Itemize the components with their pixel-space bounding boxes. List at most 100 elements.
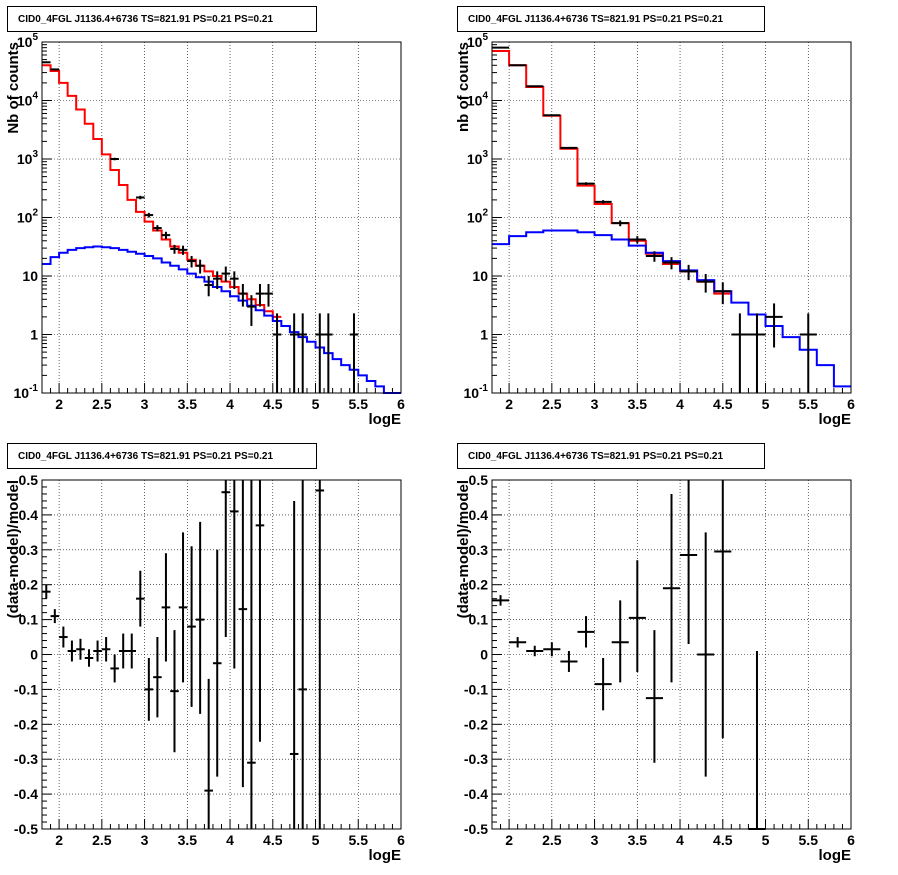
- x-tick-label: 2: [505, 832, 513, 848]
- x-tick-label: 5: [312, 832, 320, 848]
- data-point: [42, 584, 51, 599]
- x-tick-label: 2.5: [92, 396, 112, 412]
- data-point: [161, 231, 171, 239]
- y-tick-label: -0.4: [464, 786, 488, 802]
- data-point: [543, 114, 561, 117]
- chart-panel-3: 2 2.5 3 3.5 4 4.5 5 5.5 6 -0.5 -0.4 -0.3 -0.2 -0.1 0 0.…: [455, 472, 855, 864]
- data-point: [238, 480, 248, 788]
- chart-panel-2: 2 2.5 3 3.5 4 4.5 5 5.5 6 -0.5 -0.4 -0.3 -0.2 -0.1 0 0.…: [5, 472, 405, 864]
- data-point: [272, 313, 282, 393]
- y-tick-label: -0.1: [464, 681, 488, 697]
- x-tick-label: 3.5: [628, 832, 648, 848]
- data-point: [543, 642, 561, 657]
- x-axis-label: logE: [369, 411, 402, 428]
- data-point: [136, 195, 145, 200]
- data-point: [204, 276, 213, 297]
- data-point: [731, 313, 749, 393]
- plot-frame: [491, 41, 852, 394]
- data-point: [509, 637, 527, 648]
- data-point: [187, 546, 196, 707]
- data-point: [110, 654, 119, 683]
- data-point: [84, 649, 94, 667]
- data-point: [127, 633, 137, 669]
- y-tick-label: 104: [467, 91, 489, 109]
- x-axis-label: logE: [369, 847, 402, 864]
- data-point: [289, 313, 299, 393]
- y-axis-label: Nb of counts: [5, 42, 22, 134]
- x-tick-label: 3.5: [178, 832, 198, 848]
- data-point: [560, 651, 578, 672]
- x-tick-label: 2: [55, 832, 63, 848]
- y-tick-label: 0.1: [469, 612, 489, 628]
- y-tick-label: 105: [467, 32, 489, 50]
- x-tick-label: 3: [141, 396, 149, 412]
- y-tick-label: -0.3: [14, 751, 38, 767]
- x-tick-label: 4: [676, 832, 684, 848]
- data-point: [662, 257, 681, 270]
- data-point: [298, 313, 307, 393]
- data-point: [255, 283, 265, 307]
- data-point: [560, 146, 578, 149]
- y-axis-label: (data-model)/model: [455, 480, 472, 618]
- data-point: [230, 271, 239, 289]
- data-point: [118, 633, 128, 669]
- data-point: [628, 560, 646, 672]
- data-point: [76, 638, 85, 660]
- x-tick-label: 5: [312, 396, 320, 412]
- chart-title-top-right: CID0_4FGL J1136.4+6736 TS=821.91 PS=0.21…: [457, 6, 765, 32]
- y-tick-label: 102: [467, 208, 489, 226]
- x-tick-label: 4.5: [713, 396, 733, 412]
- data-point: [153, 637, 162, 718]
- data-point: [509, 64, 527, 67]
- y-tick-label: 0: [480, 647, 488, 663]
- x-axis-label: logE: [819, 847, 852, 864]
- x-tick-label: 5.5: [349, 832, 369, 848]
- data-point: [765, 303, 783, 348]
- data-point: [714, 282, 732, 305]
- y-tick-label: 102: [17, 208, 39, 226]
- data-point: [195, 521, 205, 714]
- plot-frame: [41, 41, 402, 394]
- x-tick-label: 5: [762, 832, 770, 848]
- data-point: [799, 313, 817, 393]
- y-tick-label: 103: [17, 149, 39, 167]
- data-point: [264, 283, 273, 307]
- y-tick-label: -0.4: [14, 786, 38, 802]
- data-point: [50, 609, 60, 624]
- data-point: [170, 244, 179, 254]
- x-tick-label: 6: [847, 396, 855, 412]
- data-point: [187, 255, 196, 268]
- y-tick-label: -0.3: [464, 751, 488, 767]
- data-point: [59, 626, 68, 648]
- x-tick-label: 5.5: [349, 396, 369, 412]
- y-axis-label: (data-model)/model: [5, 480, 22, 618]
- x-tick-label: 2: [505, 396, 513, 412]
- x-tick-label: 3.5: [628, 396, 648, 412]
- plot-frame: [41, 479, 402, 830]
- data-point: [680, 264, 698, 281]
- x-tick-label: 4.5: [263, 396, 283, 412]
- data-point: [255, 480, 265, 742]
- data-point: [680, 480, 698, 645]
- x-tick-label: 4: [226, 396, 234, 412]
- data-point: [526, 645, 544, 657]
- y-tick-label: 10: [472, 268, 488, 284]
- y-tick-label: 0.5: [469, 472, 489, 488]
- y-axis-label: nb of counts: [455, 42, 472, 132]
- data-point: [144, 657, 154, 721]
- data-point: [577, 182, 595, 185]
- y-tick-label: 0.5: [19, 472, 39, 488]
- data-point: [178, 532, 188, 683]
- data-point: [349, 313, 359, 393]
- y-tick-label: 0.4: [19, 507, 39, 523]
- data-point: [50, 68, 60, 71]
- data-point: [212, 549, 222, 777]
- data-point: [247, 295, 256, 326]
- y-tick-label: 1: [480, 327, 488, 343]
- x-tick-label: 3: [591, 832, 599, 848]
- y-tick-label: 10: [22, 268, 38, 284]
- y-tick-label: 105: [17, 32, 39, 50]
- chart-title-bottom-left: CID0_4FGL J1136.4+6736 TS=821.91 PS=0.21…: [7, 443, 317, 469]
- data-point: [611, 220, 629, 227]
